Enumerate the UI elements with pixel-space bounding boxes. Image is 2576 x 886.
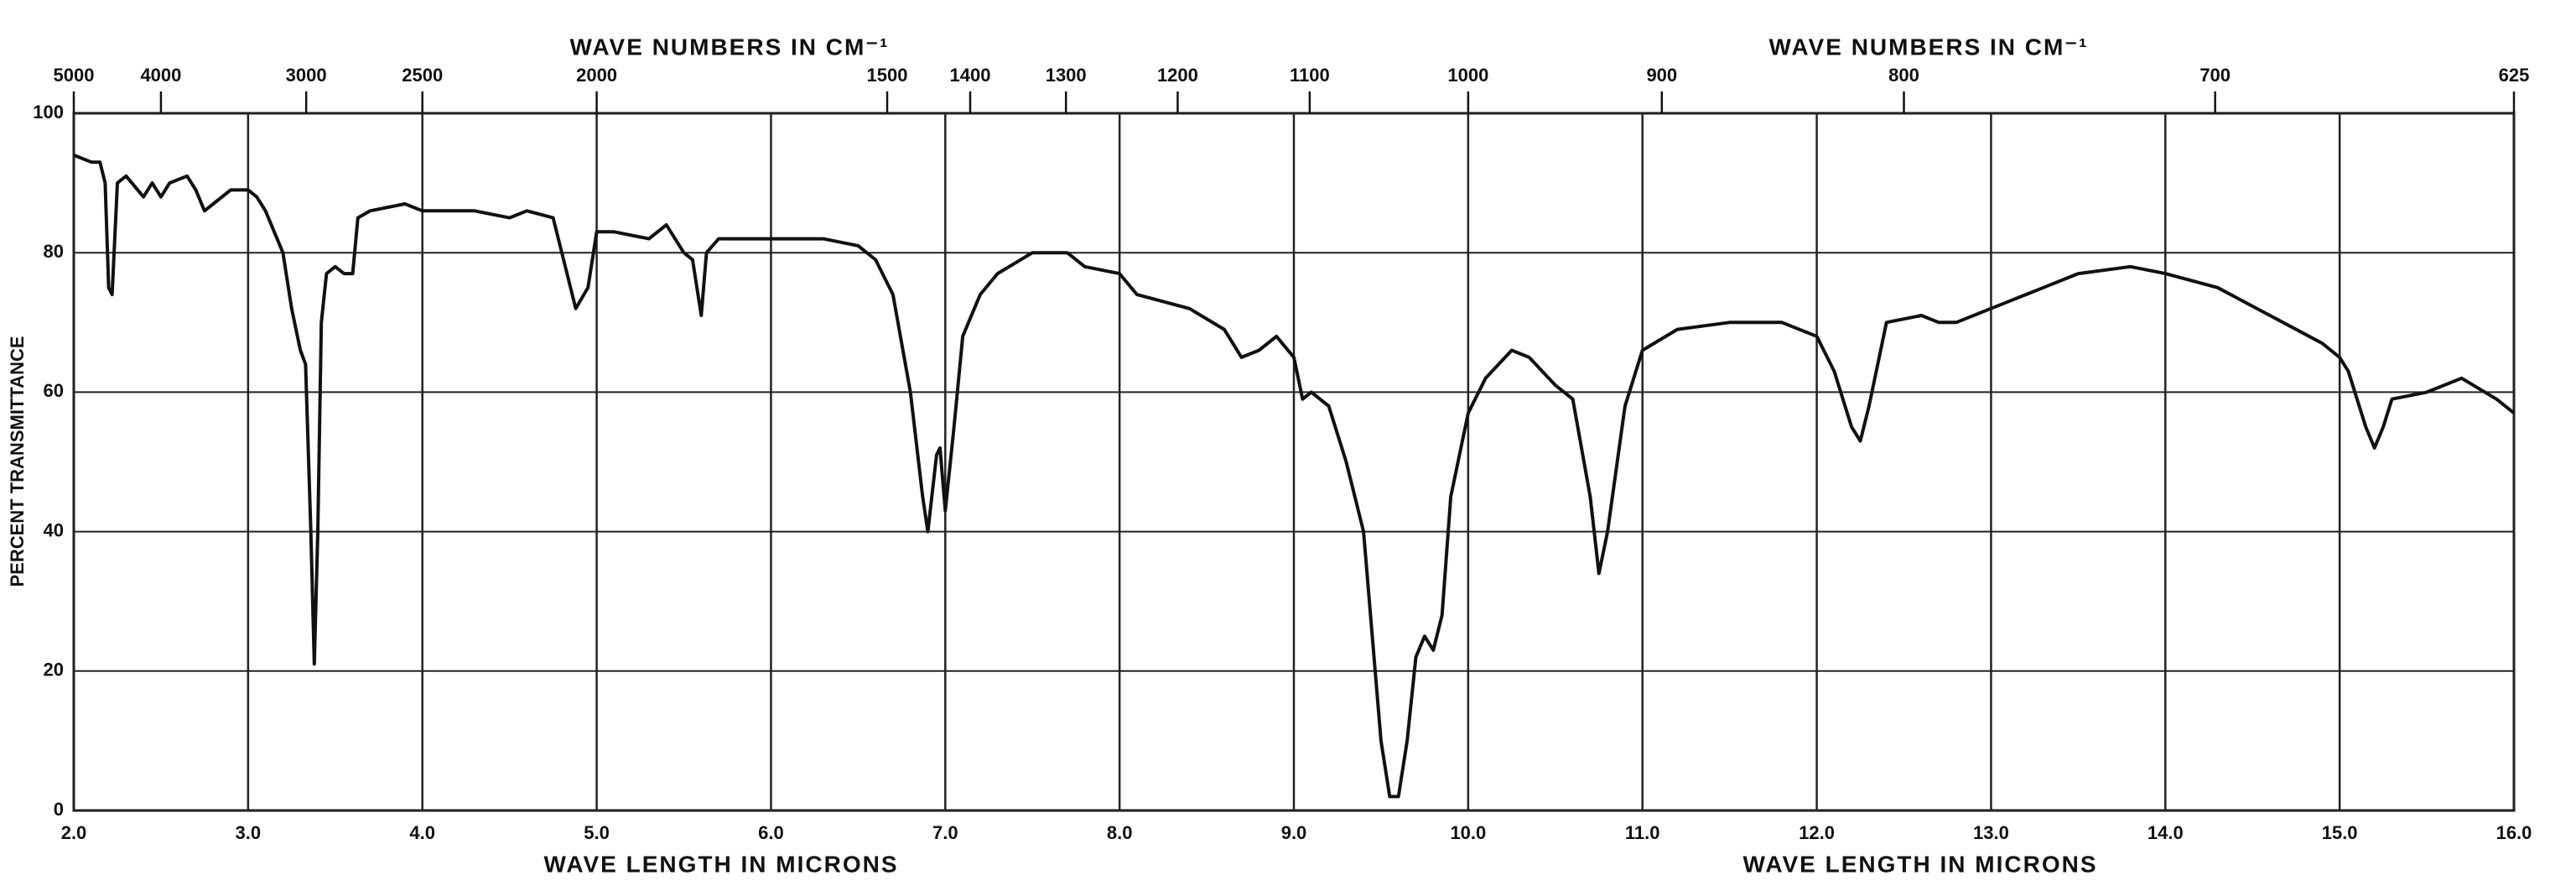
x-tick-label: 10.0: [1450, 822, 1486, 843]
x2-tick-label: 1500: [867, 65, 908, 86]
x2-tick-label: 2500: [402, 65, 443, 86]
x2-tick-label: 5000: [54, 65, 95, 86]
x2-tick-label: 3000: [286, 65, 327, 86]
x2-tick-label: 1000: [1447, 65, 1488, 86]
y-tick-label: 60: [44, 380, 64, 401]
x-tick-label: 4.0: [409, 822, 435, 843]
spectrum-line: [73, 154, 2516, 799]
x2-tick-label: 1300: [1046, 65, 1087, 86]
x-tick-label: 2.0: [61, 822, 87, 843]
x-axis-title: WAVE LENGTH IN MICRONS: [1742, 851, 2097, 877]
x-axis-title: WAVE LENGTH IN MICRONS: [543, 851, 898, 877]
x-tick-label: 6.0: [758, 822, 784, 843]
x2-tick-label: 1400: [950, 65, 991, 86]
x-tick-label: 16.0: [2496, 822, 2532, 843]
x-tick-label: 8.0: [1107, 822, 1133, 843]
x2-tick-label: 1100: [1290, 65, 1330, 86]
x-tick-label: 14.0: [2148, 822, 2184, 843]
x-tick-label: 15.0: [2322, 822, 2358, 843]
y-tick-label: 100: [33, 102, 64, 122]
x-tick-label: 11.0: [1625, 822, 1660, 843]
x2-tick-label: 4000: [140, 65, 181, 86]
x2-tick-label: 625: [2499, 65, 2530, 86]
x-tick-label: 13.0: [1973, 822, 2009, 843]
y-axis-title: PERCENT TRANSMITTANCE: [7, 336, 28, 586]
x-tick-label: 5.0: [584, 822, 610, 843]
top-axis-title: WAVE NUMBERS IN CM⁻¹: [570, 34, 890, 60]
x2-tick-label: 900: [1646, 65, 1677, 86]
y-tick-label: 40: [44, 519, 64, 540]
y-tick-label: 80: [44, 241, 64, 262]
top-axis-title: WAVE NUMBERS IN CM⁻¹: [1769, 34, 2089, 60]
x2-tick-label: 800: [1888, 65, 1919, 86]
x-tick-label: 12.0: [1799, 822, 1835, 843]
x-tick-label: 7.0: [932, 822, 958, 843]
y-tick-label: 0: [54, 799, 64, 820]
x-tick-label: 3.0: [236, 822, 262, 843]
x2-tick-label: 1200: [1157, 65, 1198, 86]
y-tick-label: 20: [44, 659, 64, 680]
x2-tick-label: 2000: [576, 65, 617, 86]
x2-tick-label: 700: [2199, 65, 2231, 86]
x-tick-label: 9.0: [1281, 822, 1307, 843]
